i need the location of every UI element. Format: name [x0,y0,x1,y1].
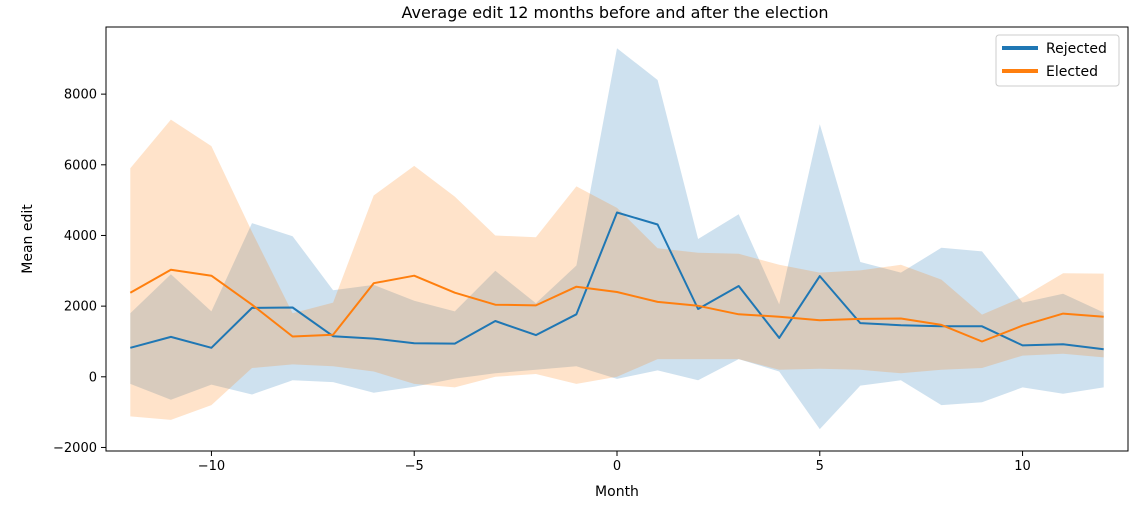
series-lines [129,211,1104,351]
rejected-confidence-band [130,48,1104,430]
x-tick-label: 5 [816,459,824,474]
y-tick-label: 6000 [64,158,97,173]
chart-title: Average edit 12 months before and after … [401,3,828,22]
legend: Rejected Elected [995,34,1120,87]
x-tick-label: 0 [613,459,621,474]
x-tick-label: 10 [1014,459,1031,474]
x-axis-label: Month [595,484,639,500]
x-axis: −10 −5 0 5 10 [198,451,1031,474]
y-tick-label: −2000 [53,441,97,456]
legend-label-elected: Elected [1046,64,1098,80]
x-tick-label: −5 [405,459,424,474]
x-tick-label: −10 [198,459,225,474]
rejected-line [130,211,1104,351]
elected-line [129,268,1104,343]
y-axis: −2000 0 2000 4000 6000 8000 [53,88,106,456]
elected-confidence-band [130,119,1104,420]
confidence-bands [130,48,1104,430]
y-tick-label: 4000 [64,229,97,244]
y-tick-label: 0 [89,370,97,385]
legend-label-rejected: Rejected [1046,41,1107,57]
y-tick-label: 2000 [64,300,97,315]
y-tick-label: 8000 [64,88,97,103]
y-axis-label: Mean edit [20,204,36,274]
